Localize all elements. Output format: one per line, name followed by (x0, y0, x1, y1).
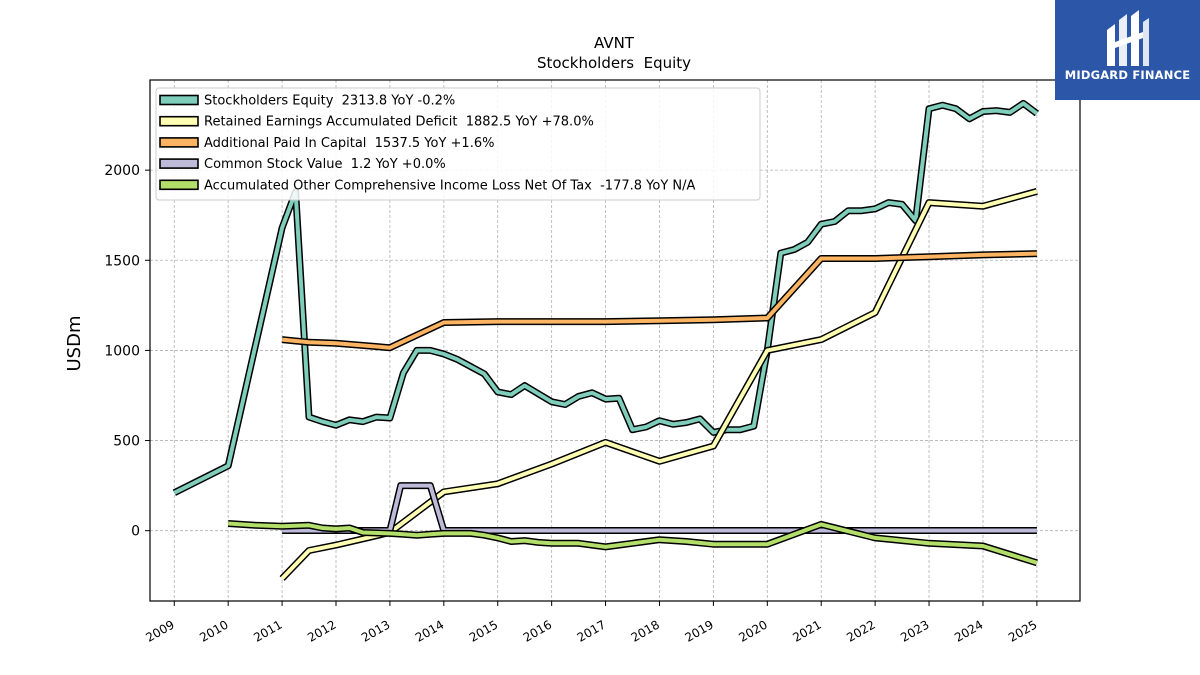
x-tick-label: 2025 (1006, 617, 1039, 644)
series-stroke (280, 189, 1038, 580)
legend-entry: Accumulated Other Comprehensive Income L… (159, 178, 695, 193)
x-tick-label: 2015 (467, 617, 500, 644)
x-tick-label: 2013 (359, 617, 392, 644)
x-tick-label: 2022 (844, 617, 877, 644)
midgard-logo-icon (1107, 10, 1149, 66)
x-tick-label: 2019 (683, 617, 716, 644)
x-tick-label: 2014 (413, 617, 446, 644)
y-tick-label: 500 (113, 434, 140, 450)
legend-label: Common Stock Value 1.2 YoY +0.0% (204, 157, 446, 172)
x-tick-label: 2023 (898, 617, 931, 644)
y-tick-label: 1500 (104, 253, 140, 269)
brand-name: MIDGARD FINANCE (1064, 68, 1191, 82)
x-tick-label: 2024 (952, 617, 985, 644)
legend-label: Stockholders Equity 2313.8 YoY -0.2% (204, 94, 455, 109)
chart-subtitle: Stockholders Equity (537, 54, 691, 72)
legend-label: Retained Earnings Accumulated Deficit 18… (204, 115, 594, 130)
series-line-4 (282, 482, 1037, 534)
series-line-3 (281, 250, 1037, 352)
legend-box (155, 87, 761, 201)
x-tick-label: 2016 (521, 617, 554, 644)
legend-swatch (159, 179, 199, 191)
y-tick-label: 0 (131, 524, 140, 540)
legend-entry: Retained Earnings Accumulated Deficit 18… (159, 115, 594, 130)
legend-label: Accumulated Other Comprehensive Income L… (204, 178, 695, 193)
series-stroke (282, 483, 1037, 533)
x-tick-label: 2020 (736, 617, 769, 644)
x-tick-label: 2021 (790, 617, 823, 644)
x-tick-label: 2009 (143, 617, 176, 644)
legend-label: Additional Paid In Capital 1537.5 YoY +1… (204, 136, 494, 151)
series-stroke (228, 521, 1038, 565)
series-layer (172, 99, 1039, 581)
x-tick-label: 2017 (575, 617, 608, 644)
legend-entry: Stockholders Equity 2313.8 YoY -0.2% (159, 94, 455, 109)
brand-logo: MIDGARD FINANCE (1055, 0, 1200, 100)
series-stroke (173, 101, 1039, 495)
chart-title: AVNT (594, 34, 635, 52)
plot-frame (149, 79, 1081, 602)
series-line-2 (279, 188, 1038, 581)
legend: Stockholders Equity 2313.8 YoY -0.2% Reta… (155, 87, 761, 201)
legend-entry: Common Stock Value 1.2 YoY +0.0% (159, 157, 446, 172)
legend-entry: Additional Paid In Capital 1537.5 YoY +1… (159, 136, 494, 151)
legend-swatch (159, 158, 199, 169)
series-line-1 (172, 99, 1039, 496)
legend-swatch (159, 137, 199, 148)
y-tick-label: 2000 (104, 163, 140, 179)
legend-swatch (159, 115, 199, 127)
series-line-5 (227, 520, 1038, 567)
series-stroke (281, 251, 1037, 350)
legend-swatch (159, 94, 199, 106)
x-tick-label: 2018 (629, 617, 662, 644)
y-tick-label: 1000 (104, 343, 140, 359)
x-tick-label: 2012 (305, 617, 338, 644)
y-axis-label: USDm (64, 316, 85, 372)
x-tick-label: 2010 (197, 617, 230, 644)
x-tick-label: 2011 (251, 617, 284, 644)
